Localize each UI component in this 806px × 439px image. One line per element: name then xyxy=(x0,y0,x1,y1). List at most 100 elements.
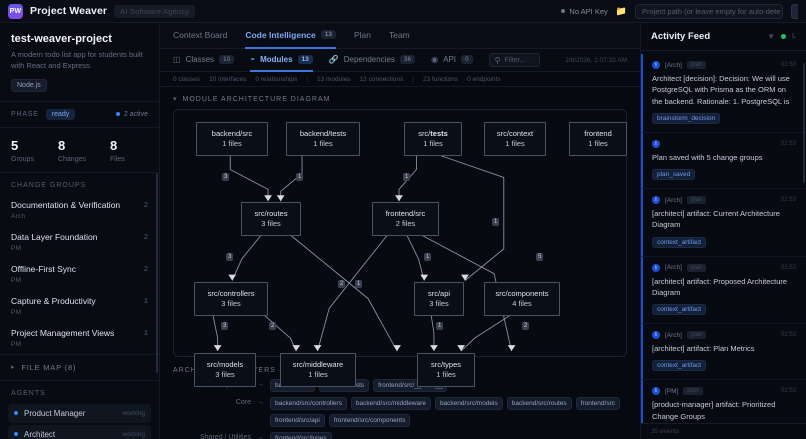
diagram-node-filecount: 1 files xyxy=(423,139,443,148)
module-chip[interactable]: backend/src/middleware xyxy=(350,397,431,410)
diagram-node-src-controllers[interactable]: src/controllers 3 files xyxy=(194,282,268,316)
diagram-node-src-api[interactable]: src/api 3 files xyxy=(414,282,464,316)
agent-row[interactable]: Architect working xyxy=(8,424,151,439)
tab-label: Team xyxy=(388,29,410,40)
activity-event[interactable]: i [Arch] plan 02:53 [architect] artifact: Pr… xyxy=(641,256,806,324)
tab-code-intelligence[interactable]: Code Intelligence 13 xyxy=(245,23,336,49)
subtab-badge: 10 xyxy=(219,54,235,64)
stat-interfaces: 10 interfaces xyxy=(209,75,247,83)
diagram-node-filecount: 4 files xyxy=(512,299,532,308)
agent-state: working xyxy=(122,409,145,417)
folder-icon[interactable]: 📁 xyxy=(615,5,627,16)
diagram-node-label: src/middleware xyxy=(292,359,344,369)
diagram-node-src-types[interactable]: src/types 1 files xyxy=(417,353,475,387)
tab-plan[interactable]: Plan xyxy=(354,23,371,49)
activity-feed-list[interactable]: i [Arch] plan 02:53 Architect [decision]: De… xyxy=(641,51,806,423)
info-icon: i xyxy=(652,331,660,339)
module-chip[interactable]: frontend/src xyxy=(575,397,620,410)
activity-event[interactable]: i [Arch] plan 02:53 [architect] artifact: Pl… xyxy=(641,324,806,381)
tab-context-board[interactable]: Context Board xyxy=(173,23,227,49)
activity-event-phase: plan xyxy=(683,387,703,396)
diagram-node-src-context[interactable]: src/context 1 files xyxy=(484,122,546,156)
activity-event-tag[interactable]: brainstorm_decision xyxy=(652,112,721,124)
live-label: L xyxy=(792,33,796,40)
module-chip[interactable]: backend/src/models xyxy=(434,397,503,410)
module-chip[interactable]: frontend/src/types xyxy=(270,432,332,439)
main-tabs: Context Board Code Intelligence 13 Plan … xyxy=(160,23,640,49)
stat-modules: 13 modules xyxy=(316,75,351,83)
stat-files-label: Files xyxy=(110,155,125,163)
topbar-action-button[interactable] xyxy=(791,3,798,19)
diagram-node-src-models[interactable]: src/models 3 files xyxy=(194,353,256,387)
subtab-badge: 0 xyxy=(461,54,473,64)
globe-icon: ◉ xyxy=(431,54,439,64)
diagram-section-header[interactable]: ▾ MODULE ARCHITECTURE DIAGRAM xyxy=(160,87,640,109)
change-group-item[interactable]: Offline-First Sync PM 2 xyxy=(0,258,159,290)
subtab-api[interactable]: ◉ API 0 xyxy=(431,49,473,72)
activity-event[interactable]: i [Arch] plan 02:53 [architect] artifact: Cu… xyxy=(641,189,806,257)
activity-event-time: 02:53 xyxy=(780,264,796,271)
diagram-scroll-area[interactable]: ▾ MODULE ARCHITECTURE DIAGRAM xyxy=(160,87,640,439)
diagram-node-frontend-src[interactable]: frontend/src 2 files xyxy=(372,202,439,236)
diagram-node-label: src/controllers xyxy=(207,288,255,298)
change-group-item[interactable]: Documentation & Verification Arch 2 xyxy=(0,194,159,226)
change-group-item[interactable]: Data Layer Foundation PM 2 xyxy=(0,226,159,258)
change-group-item[interactable]: Capture & Productivity PM 1 xyxy=(0,290,159,322)
module-chip[interactable]: frontend/src/components xyxy=(328,414,411,427)
diagram-node-src-components[interactable]: src/components 4 files xyxy=(484,282,560,316)
diagram-node-backend-src[interactable]: backend/src 1 files xyxy=(196,122,268,156)
activity-event-tag[interactable]: context_artifact xyxy=(652,304,707,315)
diagram-node-frontend[interactable]: frontend 1 files xyxy=(569,122,627,156)
module-chip[interactable]: frontend/src/api xyxy=(270,414,325,427)
project-path-input[interactable]: Project path (or leave empty for auto-de… xyxy=(635,3,783,19)
activity-event-header: i [Arch] plan 02:53 xyxy=(652,61,796,69)
diagram-node-backend-tests[interactable]: backend/tests 1 files xyxy=(286,122,360,156)
activity-event-tag[interactable]: context_artifact xyxy=(652,236,707,248)
diagram-node-src-middleware[interactable]: src/middleware 1 files xyxy=(280,353,356,387)
phase-status-badge: ready xyxy=(45,108,76,120)
sidebar-scrollbar[interactable] xyxy=(156,173,158,373)
status-dot-icon xyxy=(561,9,566,13)
diagram-node-src-tests[interactable]: src/tests 1 files xyxy=(404,122,462,156)
module-architecture-diagram[interactable]: backend/src 1 files backend/tests 1 files sr… xyxy=(173,109,627,387)
diagram-node-filecount: 3 files xyxy=(429,299,449,308)
subtab-classes[interactable]: ◫ Classes 10 xyxy=(173,49,235,72)
activity-event[interactable]: i [PM] plan 02:53 [product-manager] artifact… xyxy=(641,380,806,423)
change-group-name: Offline-First Sync xyxy=(11,263,77,274)
agent-row[interactable]: Product Manager working xyxy=(8,403,151,423)
package-icon: ◓ xyxy=(250,54,256,64)
file-map-toggle[interactable]: ▸ FILE MAP (8) xyxy=(0,353,159,381)
subtab-modules[interactable]: ◓ Modules 13 xyxy=(250,49,313,72)
diagram-node-label: backend/tests xyxy=(299,128,347,138)
diagram-node-label: src/components xyxy=(495,288,549,298)
module-chip[interactable]: backend/src/routes xyxy=(506,397,572,410)
api-key-label: No API Key xyxy=(569,6,608,16)
active-dot-icon xyxy=(115,112,120,117)
activity-event-tag[interactable]: context_artifact xyxy=(652,360,707,372)
activity-feed-scrollbar[interactable] xyxy=(803,63,805,183)
architecture-layer-chips: backend/src/controllers backend/src/middl… xyxy=(270,397,627,427)
change-group-item[interactable]: Project Management Views PM 1 xyxy=(0,322,159,354)
activity-event[interactable]: i [Arch] plan 02:53 Architect [decision]: De… xyxy=(641,54,806,133)
module-chip[interactable]: backend/src/controllers xyxy=(270,397,347,410)
phase-label: PHASE xyxy=(11,110,39,118)
activity-event-tag[interactable]: plan_saved xyxy=(652,169,696,180)
tab-team[interactable]: Team xyxy=(389,23,410,49)
api-key-status[interactable]: No API Key xyxy=(561,6,608,16)
activity-event[interactable]: i 02:53 Plan saved with 5 change groups pla… xyxy=(641,132,806,189)
agent-status-dot-icon xyxy=(14,432,18,437)
change-group-count: 2 xyxy=(143,263,148,273)
stat-connections: 13 connections xyxy=(359,75,404,83)
subtab-dependencies[interactable]: 🔗 Dependencies 36 xyxy=(329,49,416,72)
filter-placeholder: Filter... xyxy=(504,56,526,64)
funnel-icon[interactable]: ▼ xyxy=(767,32,776,41)
filter-input[interactable]: ⚲ Filter... xyxy=(488,53,541,67)
change-groups-title: CHANGE GROUPS xyxy=(11,181,87,189)
diagram-node-src-routes[interactable]: src/routes 3 files xyxy=(241,202,301,236)
activity-event-role: [Arch] xyxy=(665,196,682,204)
change-group-count: 1 xyxy=(143,295,148,305)
change-group-owner: PM xyxy=(11,244,22,252)
arrow-right-icon: → xyxy=(257,381,264,388)
subtab-label: API xyxy=(443,54,457,64)
